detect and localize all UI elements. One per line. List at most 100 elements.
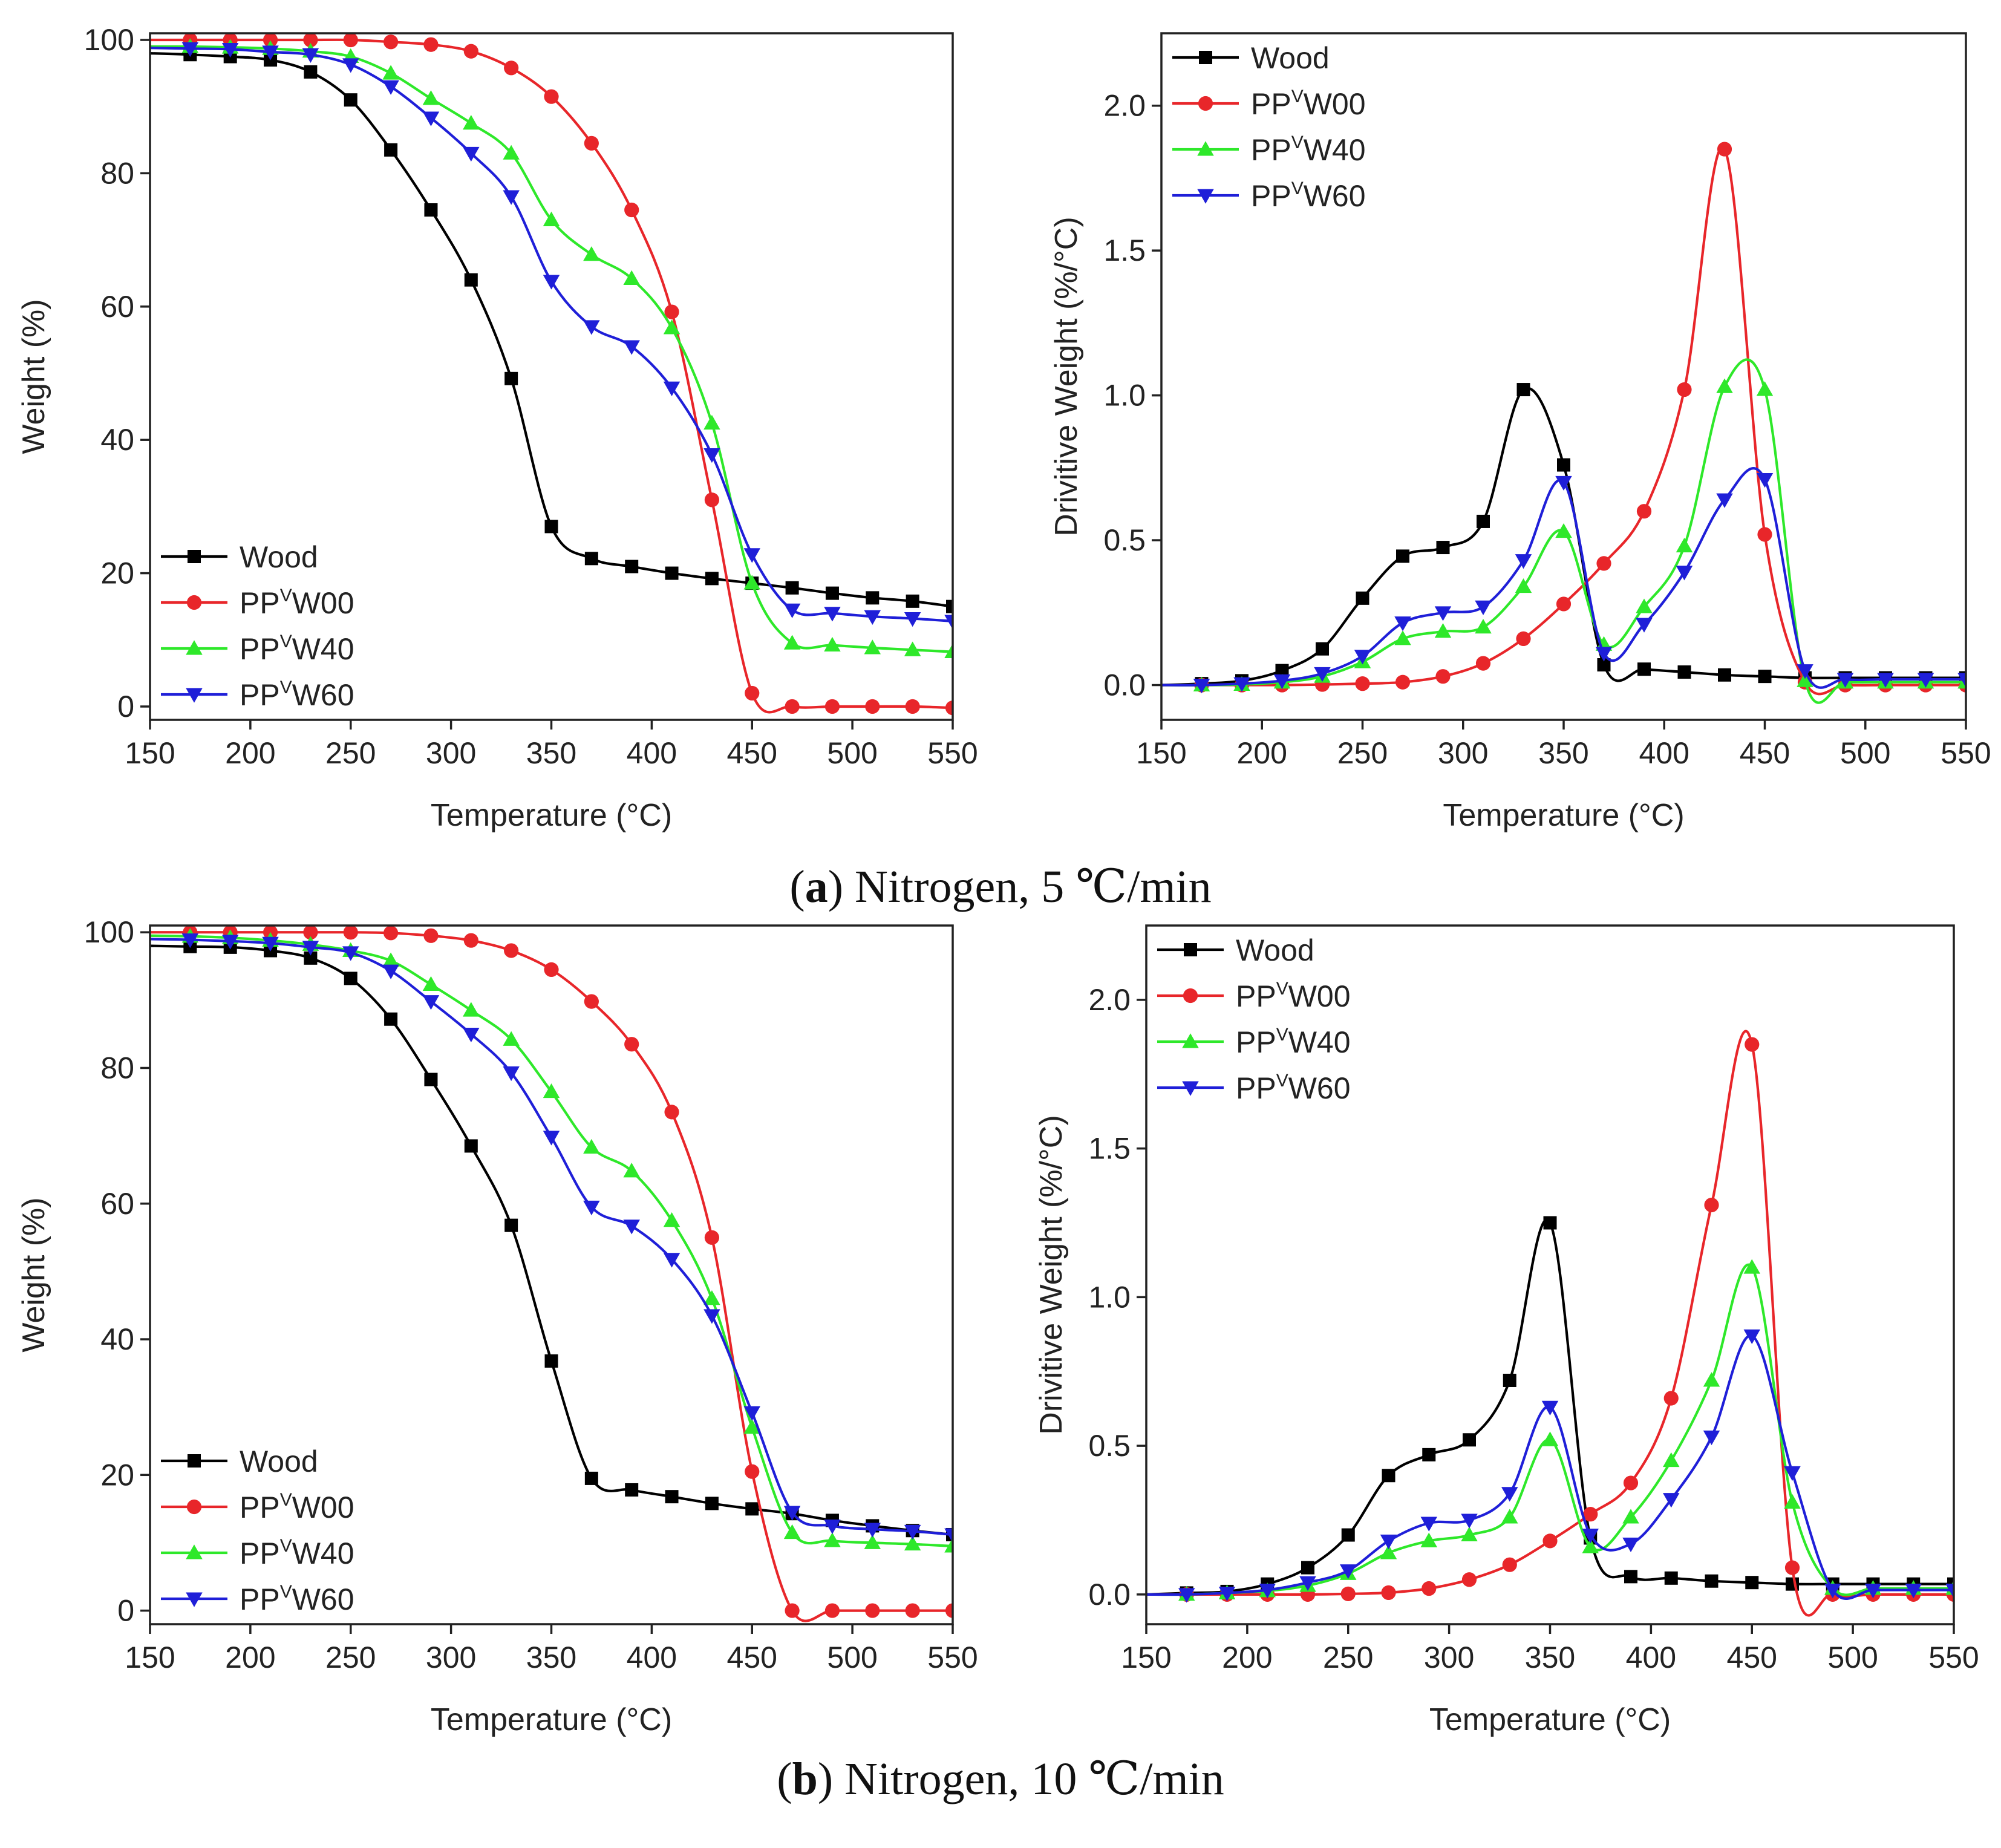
- data-point-PPVW60: [1461, 1513, 1478, 1529]
- legend-label-PPVW40: PPVW40: [1251, 132, 1366, 167]
- data-point-PPVW60: [1756, 473, 1774, 488]
- data-point-PPVW00: [1475, 656, 1491, 671]
- legend-label-base: PP: [1236, 979, 1276, 1013]
- caption-b-text: ) Nitrogen, 10 ℃/min: [817, 1754, 1224, 1804]
- data-point-PPVW40: [1461, 1526, 1478, 1542]
- x-tick-label: 300: [426, 736, 476, 770]
- legend-label-rest: W00: [292, 1490, 354, 1524]
- data-point-Wood: [946, 599, 953, 613]
- data-point-Wood: [464, 273, 478, 287]
- chart-a-dtg: 150 200 250 300 350 400 450 500 550 0.0 0.5 1.0 1.5 2…: [1049, 32, 1991, 833]
- y-tick-label: 1.0: [1088, 1280, 1131, 1314]
- x-tick-label: 400: [1639, 736, 1689, 770]
- x-tick-label: 350: [1538, 736, 1588, 770]
- data-point-Wood: [1301, 1561, 1314, 1575]
- y-tick-label: 0.0: [1103, 668, 1146, 702]
- legend-label-rest: W00: [1304, 87, 1366, 121]
- data-point-Wood: [665, 1490, 679, 1504]
- x-tick-label: 250: [1337, 736, 1388, 770]
- legend-label-rest: W60: [1288, 1071, 1351, 1105]
- data-point-Wood: [504, 1218, 518, 1232]
- data-point-PPVW00: [1745, 1037, 1760, 1052]
- legend-marker-PPVW40: [186, 640, 203, 655]
- legend-label-base: PP: [1236, 1025, 1276, 1059]
- series-line-Wood: [150, 52, 953, 608]
- data-point-PPVW40: [1756, 381, 1774, 396]
- x-tick-label: 450: [727, 1641, 777, 1674]
- data-point-PPVW40: [1555, 523, 1572, 538]
- y-axis-label: Weight (%): [16, 299, 51, 454]
- x-tick-label: 250: [325, 736, 376, 770]
- legend-label-base: Wood: [1251, 41, 1330, 75]
- data-point-PPVW00: [664, 1105, 679, 1120]
- data-point-PPVW60: [1957, 673, 1966, 688]
- data-point-Wood: [1275, 664, 1289, 677]
- data-point-Wood: [1597, 658, 1611, 672]
- data-point-PPVW00: [544, 962, 559, 977]
- legend-label-rest: W00: [1288, 979, 1351, 1013]
- legend-marker-Wood: [188, 1454, 201, 1468]
- y-tick-label: 100: [84, 915, 134, 949]
- data-point-PPVW60: [1475, 600, 1492, 615]
- series-line-Wood: [150, 944, 953, 1536]
- legend-label-sup: V: [1276, 979, 1288, 999]
- data-point-PPVW60: [382, 80, 399, 95]
- legend-marker-PPVW60: [1182, 1081, 1199, 1096]
- data-point-Wood: [424, 203, 438, 217]
- data-point-PPVW60: [382, 964, 399, 979]
- data-point-PPVW00: [343, 33, 358, 48]
- data-point-PPVW60: [302, 48, 319, 64]
- data-point-PPVW00: [824, 1603, 840, 1618]
- data-point-PPVW00: [423, 928, 439, 943]
- data-point-PPVW40: [743, 575, 760, 590]
- data-point-PPVW40: [824, 1532, 841, 1547]
- data-point-PPVW00: [584, 994, 599, 1009]
- x-tick-label: 150: [125, 1641, 175, 1674]
- data-point-PPVW00: [905, 699, 920, 714]
- legend-marker-PPVW40: [186, 1544, 203, 1559]
- data-point-PPVW60: [1434, 606, 1452, 621]
- data-point-PPVW40: [703, 414, 720, 430]
- data-point-PPVW00: [263, 33, 278, 48]
- data-point-PPVW40: [944, 1538, 953, 1553]
- x-tick-label: 300: [1424, 1641, 1474, 1674]
- data-point-PPVW00: [745, 685, 760, 701]
- caption-b-letter: b: [792, 1754, 818, 1804]
- data-point-PPVW00: [1355, 676, 1370, 691]
- data-point-PPVW60: [1394, 616, 1411, 632]
- series-line-PPVW60: [150, 47, 953, 622]
- legend-marker-PPVW00: [1183, 988, 1198, 1004]
- data-point-Wood: [1436, 541, 1450, 555]
- y-axis-label: Drivitive Weight (%/°C): [1034, 1115, 1069, 1434]
- legend-label-base: Wood: [1236, 933, 1314, 967]
- legend-label-rest: W40: [1304, 133, 1366, 167]
- legend-label-base: Wood: [240, 540, 318, 574]
- y-axis-label: Drivitive Weight (%/°C): [1049, 217, 1084, 536]
- y-tick-label: 2.0: [1088, 983, 1131, 1017]
- data-point-PPVW00: [905, 1603, 920, 1618]
- legend-label-PPVW60: PPVW60: [1236, 1071, 1351, 1105]
- y-tick-label: 100: [84, 23, 134, 57]
- data-point-Wood: [384, 143, 398, 157]
- data-point-Wood: [1477, 514, 1490, 528]
- data-point-PPVW40: [663, 1212, 681, 1227]
- data-point-PPVW60: [783, 603, 801, 618]
- data-point-PPVW40: [583, 246, 600, 261]
- data-point-Wood: [1718, 668, 1731, 682]
- data-point-PPVW60: [503, 1066, 520, 1082]
- data-point-PPVW60: [1193, 679, 1210, 694]
- data-point-PPVW00: [824, 699, 840, 714]
- data-point-Wood: [785, 581, 799, 595]
- y-tick-label: 20: [100, 557, 134, 590]
- data-point-PPVW60: [864, 1523, 881, 1538]
- legend-label-sup: V: [280, 1490, 292, 1510]
- data-point-Wood: [1316, 642, 1329, 656]
- data-point-PPVW40: [1716, 378, 1733, 393]
- data-point-PPVW40: [1394, 630, 1411, 645]
- x-tick-label: 400: [627, 736, 677, 770]
- data-point-PPVW60: [1555, 475, 1572, 491]
- data-point-Wood: [1516, 383, 1530, 397]
- caption-b: (b) Nitrogen, 10 ℃/min: [777, 1754, 1224, 1804]
- data-point-PPVW00: [945, 1603, 953, 1618]
